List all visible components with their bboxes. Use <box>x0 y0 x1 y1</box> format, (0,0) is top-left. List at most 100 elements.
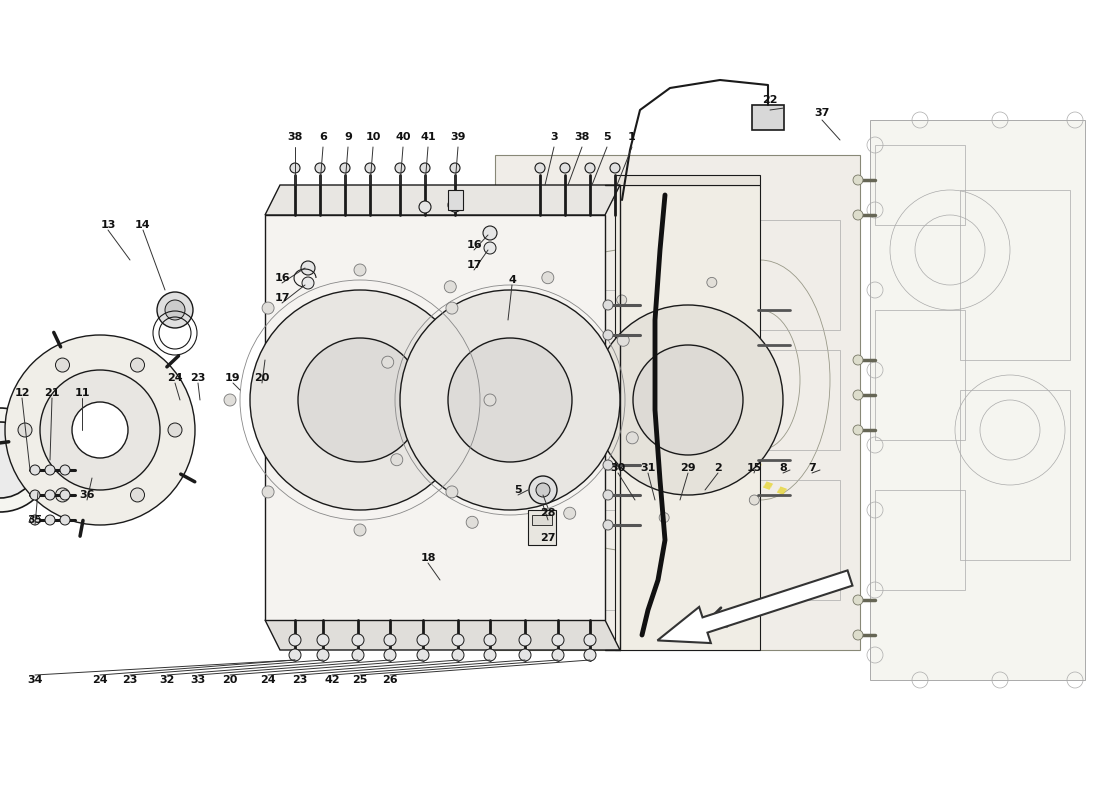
Circle shape <box>417 649 429 661</box>
Circle shape <box>603 300 613 310</box>
Text: 15: 15 <box>746 463 761 473</box>
Circle shape <box>55 358 69 372</box>
Circle shape <box>852 355 864 365</box>
Bar <box>700 220 840 330</box>
Circle shape <box>352 649 364 661</box>
Text: 8: 8 <box>779 463 786 473</box>
Circle shape <box>354 264 366 276</box>
Circle shape <box>852 595 864 605</box>
Text: 10: 10 <box>365 132 381 142</box>
Text: 14: 14 <box>135 220 151 230</box>
Circle shape <box>302 277 313 289</box>
Circle shape <box>519 649 531 661</box>
Circle shape <box>519 634 531 646</box>
Circle shape <box>603 490 613 500</box>
Text: 20: 20 <box>222 675 238 685</box>
Text: 42: 42 <box>324 675 340 685</box>
Circle shape <box>852 425 864 435</box>
Text: 11: 11 <box>75 388 90 398</box>
Circle shape <box>131 488 144 502</box>
Bar <box>960 190 1070 360</box>
Polygon shape <box>870 120 1085 680</box>
Circle shape <box>542 272 553 284</box>
Text: 24: 24 <box>167 373 183 383</box>
Bar <box>700 350 840 450</box>
Circle shape <box>484 394 496 406</box>
Circle shape <box>55 488 69 502</box>
Circle shape <box>585 163 595 173</box>
Text: 2: 2 <box>714 463 722 473</box>
Circle shape <box>354 524 366 536</box>
Circle shape <box>707 278 717 287</box>
Circle shape <box>632 345 743 455</box>
Circle shape <box>852 630 864 640</box>
Circle shape <box>466 516 478 528</box>
Circle shape <box>365 163 375 173</box>
Circle shape <box>315 163 324 173</box>
Text: 23: 23 <box>293 675 308 685</box>
Circle shape <box>659 513 669 522</box>
Bar <box>510 510 620 610</box>
Text: 38: 38 <box>287 132 303 142</box>
Text: A passion for...: A passion for... <box>480 356 800 504</box>
Circle shape <box>0 408 52 512</box>
FancyArrow shape <box>658 570 852 643</box>
Circle shape <box>400 290 620 510</box>
Circle shape <box>382 356 394 368</box>
Text: 5: 5 <box>603 132 611 142</box>
Circle shape <box>603 460 613 470</box>
Circle shape <box>446 486 458 498</box>
Text: 25: 25 <box>352 675 367 685</box>
Text: 19: 19 <box>226 373 241 383</box>
Circle shape <box>603 520 613 530</box>
Bar <box>510 350 620 470</box>
Bar <box>700 480 840 600</box>
Circle shape <box>72 402 128 458</box>
Bar <box>874 490 965 590</box>
Circle shape <box>852 210 864 220</box>
Text: 24: 24 <box>261 675 276 685</box>
Circle shape <box>131 358 144 372</box>
Text: 23: 23 <box>122 675 138 685</box>
Circle shape <box>444 281 456 293</box>
Text: 36: 36 <box>79 490 95 500</box>
Circle shape <box>419 201 431 213</box>
Circle shape <box>30 465 40 475</box>
Text: 24: 24 <box>92 675 108 685</box>
Circle shape <box>289 634 301 646</box>
Circle shape <box>30 515 40 525</box>
Circle shape <box>165 300 185 320</box>
Text: 35: 35 <box>28 515 43 525</box>
Circle shape <box>552 634 564 646</box>
Text: 30: 30 <box>610 463 626 473</box>
Circle shape <box>317 649 329 661</box>
Text: 3: 3 <box>550 132 558 142</box>
Circle shape <box>395 163 405 173</box>
Circle shape <box>452 649 464 661</box>
Polygon shape <box>265 620 620 650</box>
Bar <box>528 510 556 545</box>
Text: 31: 31 <box>640 463 656 473</box>
Circle shape <box>484 634 496 646</box>
Circle shape <box>60 490 70 500</box>
Text: 16: 16 <box>274 273 289 283</box>
Text: 9: 9 <box>344 132 352 142</box>
Circle shape <box>552 649 564 661</box>
Text: 34: 34 <box>28 675 43 685</box>
Text: 12: 12 <box>14 388 30 398</box>
Circle shape <box>168 423 182 437</box>
Text: 22: 22 <box>762 95 778 105</box>
Text: 20: 20 <box>254 373 270 383</box>
Circle shape <box>484 242 496 254</box>
Text: 33: 33 <box>190 675 206 685</box>
Text: 17: 17 <box>466 260 482 270</box>
Text: 17: 17 <box>274 293 289 303</box>
Text: 29: 29 <box>680 463 696 473</box>
Text: 7: 7 <box>808 463 816 473</box>
Circle shape <box>417 634 429 646</box>
Bar <box>874 145 965 225</box>
Circle shape <box>6 335 195 525</box>
Circle shape <box>384 634 396 646</box>
Circle shape <box>483 226 497 240</box>
Polygon shape <box>265 185 620 215</box>
